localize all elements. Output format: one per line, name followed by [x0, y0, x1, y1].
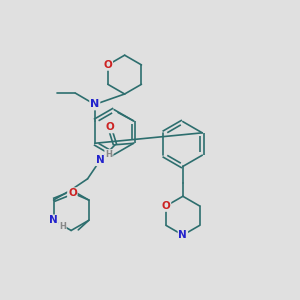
Text: O: O: [162, 201, 170, 211]
Text: N: N: [49, 215, 58, 225]
Text: H: H: [59, 222, 66, 231]
Text: O: O: [103, 60, 112, 70]
Text: N: N: [96, 155, 104, 165]
Text: N: N: [178, 230, 187, 240]
Text: O: O: [68, 188, 77, 198]
Text: N: N: [90, 100, 99, 110]
Text: H: H: [105, 150, 112, 159]
Text: O: O: [105, 122, 114, 133]
